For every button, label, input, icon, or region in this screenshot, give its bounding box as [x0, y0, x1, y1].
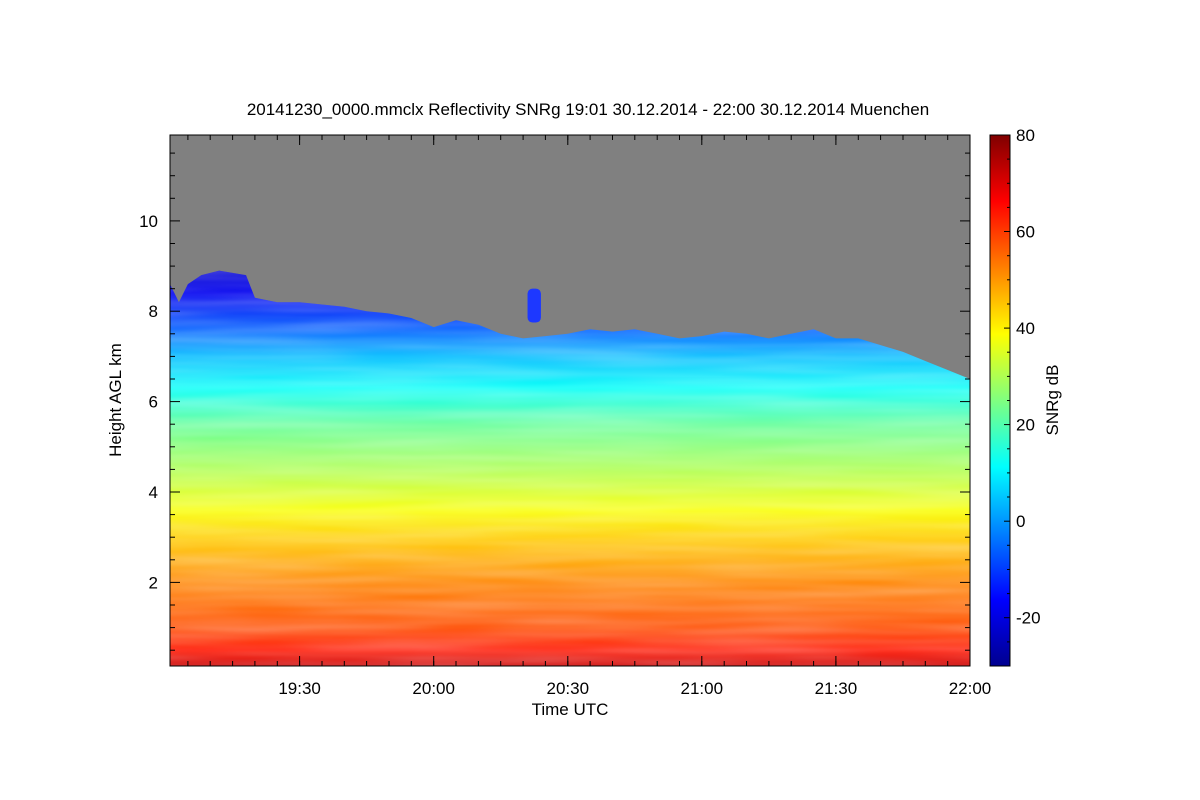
colorbar-tick-label: -20 [1016, 609, 1041, 628]
colorbar-ticks: -20 0 20 40 60 80 [1004, 126, 1041, 643]
y-tick-label: 4 [149, 483, 158, 502]
colorbar-tick-label: 60 [1016, 223, 1035, 242]
x-tick-label: 22:00 [949, 679, 992, 698]
y-tick-label: 8 [149, 302, 158, 321]
x-tick-label: 20:00 [412, 679, 455, 698]
y-tick-label: 2 [149, 573, 158, 592]
colorbar-tick-label: 20 [1016, 416, 1035, 435]
x-axis-label: Time UTC [532, 700, 609, 719]
plot-frame [169, 134, 971, 667]
x-tick-label: 20:30 [547, 679, 590, 698]
echo-texture [170, 270, 970, 666]
colorbar-tick-label: 80 [1016, 126, 1035, 145]
isolated-echo-cell [527, 288, 541, 323]
x-tick-label: 21:30 [815, 679, 858, 698]
plot-area [170, 135, 970, 666]
y-tick-label: 6 [149, 393, 158, 412]
colorbar-tick-label: 40 [1016, 319, 1035, 338]
colorbar: -20 0 20 40 60 80 SNRg dB [989, 126, 1062, 667]
y-axis: 2 4 6 8 10 [139, 152, 970, 651]
colorbar-label: SNRg dB [1043, 365, 1062, 436]
x-tick-label: 21:00 [681, 679, 724, 698]
y-axis-label: Height AGL km [106, 343, 125, 457]
chart-title: 20141230_0000.mmclx Reflectivity SNRg 19… [247, 100, 929, 119]
y-tick-label: 10 [139, 212, 158, 231]
x-axis: 19:30 20:00 20:30 21:00 21:30 22:00 [187, 135, 992, 698]
colorbar-tick-label: 0 [1016, 512, 1025, 531]
x-tick-label: 19:30 [278, 679, 321, 698]
